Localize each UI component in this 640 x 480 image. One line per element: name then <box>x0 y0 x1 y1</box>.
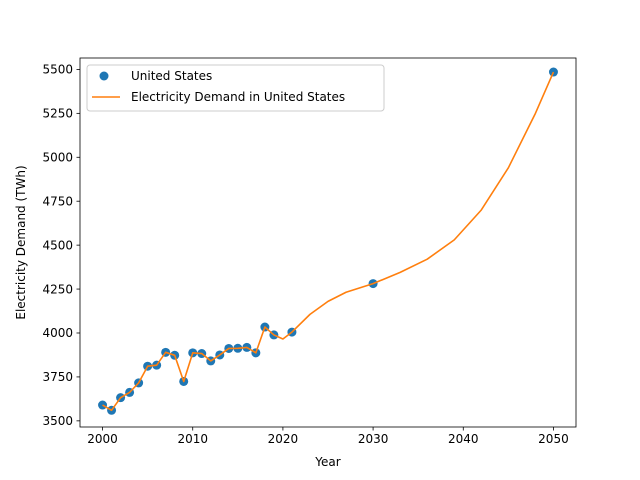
y-axis-label: Electricity Demand (TWh) <box>14 165 28 319</box>
legend-label-scatter: United States <box>131 69 212 83</box>
y-axis: 3500 3750 4000 4250 4500 4750 5000 5250 5500 <box>42 63 80 428</box>
plot-area <box>98 67 558 415</box>
y-tick-label: 4750 <box>42 194 73 208</box>
legend-box <box>86 64 385 112</box>
x-axis: 2000 2010 2020 2030 2040 2050 <box>87 427 569 446</box>
axes-frame <box>79 57 577 428</box>
data-point <box>98 400 108 410</box>
y-tick-label: 4000 <box>42 326 73 340</box>
y-tick-label: 3500 <box>42 414 73 428</box>
legend-marker-scatter <box>99 71 109 81</box>
x-tick-label: 2030 <box>358 432 389 446</box>
y-tick-label: 5000 <box>42 150 73 164</box>
y-tick-label: 4250 <box>42 282 73 296</box>
trend-line <box>102 71 555 412</box>
x-tick-label: 2000 <box>87 432 118 446</box>
legend-label-line: Electricity Demand in United States <box>131 90 345 104</box>
data-point <box>548 67 558 77</box>
x-tick-label: 2040 <box>448 432 479 446</box>
x-axis-label: Year <box>314 455 340 469</box>
x-tick-label: 2050 <box>538 432 569 446</box>
y-tick-label: 5500 <box>42 63 73 77</box>
x-tick-label: 2020 <box>268 432 299 446</box>
y-tick-label: 4500 <box>42 238 73 252</box>
y-tick-label: 3750 <box>42 370 73 384</box>
x-tick-label: 2010 <box>177 432 208 446</box>
legend: United States Electricity Demand in Unit… <box>86 64 385 112</box>
y-tick-label: 5250 <box>42 107 73 121</box>
